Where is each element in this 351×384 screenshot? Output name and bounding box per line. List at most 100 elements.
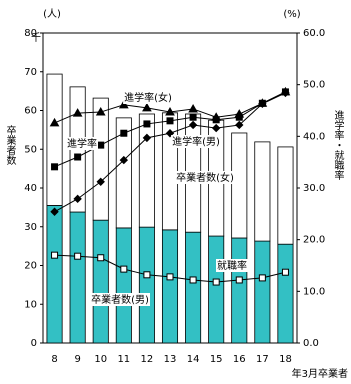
series-label: 進学率 <box>67 137 97 150</box>
y2-tick-label: 30.0 <box>303 183 325 194</box>
y-tick-label: 40 <box>24 183 37 194</box>
marker <box>51 251 59 259</box>
x-tick-label: 18 <box>279 354 292 365</box>
bar <box>115 117 132 229</box>
bar <box>277 243 294 344</box>
series-label: 進学率(女) <box>124 91 172 104</box>
marker <box>119 155 129 165</box>
y2-tick-label: 60.0 <box>303 28 325 39</box>
y-tick-label: 20 <box>24 261 37 272</box>
marker <box>212 278 220 286</box>
marker <box>142 102 152 112</box>
marker <box>235 113 243 121</box>
marker <box>211 123 221 133</box>
bar <box>161 229 179 344</box>
marker <box>97 141 105 149</box>
bar <box>277 146 294 245</box>
marker <box>49 117 60 127</box>
y2-tick-label: 20.0 <box>303 235 325 246</box>
series-label-bg <box>66 137 98 150</box>
y2-unit: (%) <box>283 9 300 20</box>
marker <box>74 252 82 260</box>
marker <box>74 153 82 161</box>
marker <box>189 113 197 121</box>
y2-tick-label: 40.0 <box>303 131 325 142</box>
bar <box>254 240 271 344</box>
y-tick-label: 70 <box>24 67 37 78</box>
marker <box>72 108 83 117</box>
bar <box>208 235 225 344</box>
y2-axis-title: 進学率・就職率 <box>332 110 344 181</box>
marker <box>281 88 290 98</box>
bar <box>231 237 248 344</box>
marker <box>189 276 197 284</box>
bar <box>185 231 202 344</box>
x-tick-label: 11 <box>117 354 130 365</box>
x-tick-label: 12 <box>141 354 154 365</box>
bar <box>115 227 132 344</box>
y2-tick-label: 0.0 <box>303 338 319 349</box>
marker <box>143 120 151 128</box>
y-tick-label: 80 <box>24 28 37 39</box>
y-tick-label: 50 <box>24 144 37 155</box>
bar <box>138 113 155 228</box>
series-label-bg <box>123 91 173 104</box>
marker <box>142 133 152 143</box>
x-tick-label: 15 <box>210 354 223 365</box>
bar <box>92 219 109 344</box>
bar <box>46 205 63 344</box>
marker <box>51 163 59 171</box>
y-tick-label: 30 <box>24 222 37 233</box>
marker <box>97 254 105 262</box>
marker <box>258 274 266 282</box>
marker <box>166 117 174 125</box>
x-tick-label: 8 <box>51 354 57 365</box>
series-label: 卒業者数(男) <box>91 293 149 306</box>
y-tick-label: 0 <box>31 338 37 349</box>
marker <box>281 268 289 276</box>
series-label-bg <box>175 171 235 184</box>
marker <box>120 265 128 273</box>
marker <box>188 120 198 130</box>
x-tick-label: 10 <box>94 354 107 365</box>
series-label-bg <box>90 293 150 306</box>
y2-tick-label: 10.0 <box>303 286 325 297</box>
series-label: 進学率(男) <box>172 135 220 148</box>
marker <box>235 120 244 130</box>
marker <box>73 194 82 204</box>
y2-tick-label: 50.0 <box>303 80 325 91</box>
marker <box>96 177 105 187</box>
marker <box>165 129 175 138</box>
marker <box>212 116 220 124</box>
x-tick-label: 17 <box>256 354 269 365</box>
marker <box>95 107 106 116</box>
marker <box>235 276 243 284</box>
marker <box>165 107 175 116</box>
y-unit: (人) <box>43 8 61 20</box>
marker <box>143 271 151 279</box>
marker <box>120 129 128 137</box>
marker <box>50 207 59 216</box>
bar <box>231 132 248 239</box>
bar <box>46 73 63 206</box>
marker <box>188 103 198 113</box>
bar <box>69 211 86 344</box>
x-tick-label: 16 <box>233 354 246 365</box>
y-tick-label: 60 <box>24 106 37 117</box>
x-axis-title: 年3月卒業者 <box>292 367 348 380</box>
bar <box>254 141 271 242</box>
bar <box>92 97 109 221</box>
series-label-bg <box>216 259 248 272</box>
x-tick-label: 14 <box>187 354 200 365</box>
marker <box>118 99 129 109</box>
y-tick-label: 10 <box>24 299 37 310</box>
x-tick-label: 9 <box>74 354 80 365</box>
x-tick-label: 13 <box>164 354 177 365</box>
series-label: 就職率 <box>217 259 247 272</box>
series-label-bg <box>171 135 221 148</box>
bar <box>138 226 155 344</box>
y-unit-scale: 千 <box>31 32 41 44</box>
marker <box>258 99 267 108</box>
marker <box>166 273 174 281</box>
